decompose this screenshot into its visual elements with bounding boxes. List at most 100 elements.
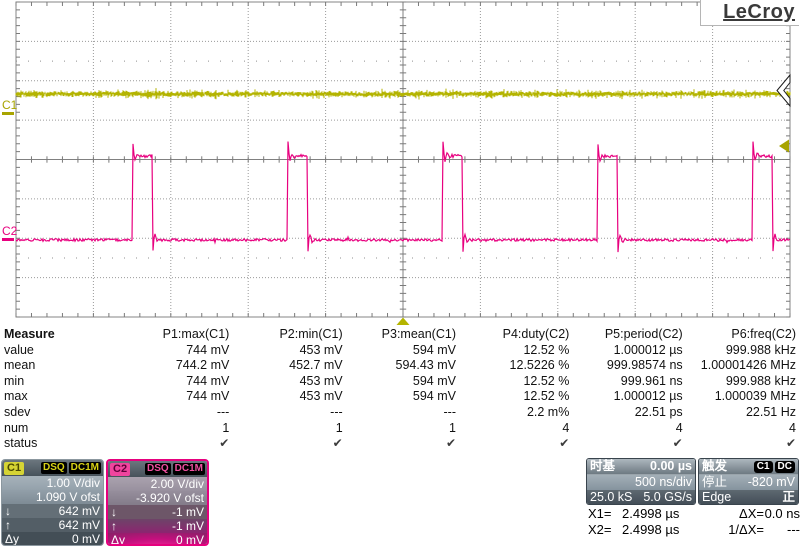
measure-max-p1: 744 mV	[186, 389, 230, 404]
c1-position-marker[interactable]	[2, 112, 14, 115]
graticule	[15, 1, 791, 318]
trigger-mode-row: 停止 -820 mV	[699, 475, 798, 490]
measure-mean-p2: 452.7 mV	[289, 358, 343, 373]
measure-status-p2: ✔	[332, 436, 343, 451]
measure-row-label-status: status	[4, 436, 38, 451]
c1-offset[interactable]: 1.090 V ofst	[2, 490, 103, 504]
timebase-header: 时基 0.00 µs	[587, 459, 695, 475]
measure-mean-p1: 744.2 mV	[175, 358, 230, 373]
measure-mean-p5: 999.98574 ns	[606, 358, 683, 373]
timebase-panel[interactable]: 时基 0.00 µs 500 ns/div 25.0 kS 5.0 GS/s	[586, 458, 696, 505]
measure-mean-p4: 12.5226 %	[509, 358, 570, 373]
measure-max-p4: 12.52 %	[523, 389, 570, 404]
measure-header-p6: P6:freq(C2)	[731, 327, 796, 341]
measure-row-label-min: min	[4, 373, 25, 388]
measure-status-p1: ✔	[219, 436, 230, 451]
channel-c1-badge[interactable]: C1	[4, 461, 25, 475]
measure-row-label-value: value	[4, 342, 34, 357]
trigger-type-row: Edge 正	[699, 490, 798, 504]
up-arrow-icon: ↑	[111, 519, 117, 533]
channel-c2-badge[interactable]: C2	[110, 462, 131, 476]
inv-dx-value: ---	[787, 522, 800, 537]
timebase-delay: 0.00 µs	[650, 459, 692, 473]
measure-min-p6: 999.988 kHz	[725, 373, 796, 388]
measure-num-p2: 1	[335, 420, 343, 435]
c1-volts-per-div[interactable]: 1.00 V/div	[2, 476, 103, 490]
measure-max-p3: 594 mV	[412, 389, 456, 404]
measure-sdev-p5: 22.51 ps	[634, 404, 683, 419]
timebase-sampling-row: 25.0 kS 5.0 GS/s	[587, 490, 695, 504]
measure-status-p3: ✔	[445, 436, 456, 451]
measure-sdev-p6: 22.51 Hz	[745, 404, 796, 419]
x1-value: 2.4998 µs	[622, 506, 680, 521]
measure-num-p4: 4	[562, 420, 570, 435]
trigger-panel[interactable]: 触发 C1 DC 停止 -820 mV Edge 正	[698, 458, 799, 505]
c1-max-readout: ↑ 642 mV	[2, 518, 103, 532]
sample-rate: 5.0 GS/s	[643, 490, 692, 504]
c2-offset[interactable]: -3.920 V ofst	[108, 491, 207, 505]
trigger-position-marker[interactable]	[396, 317, 410, 326]
measure-row-label-mean: mean	[4, 358, 36, 373]
measure-header-p2: P2:min(C1)	[279, 327, 343, 341]
measure-header-p1: P1:max(C1)	[162, 327, 230, 341]
dx-value: 0.0 ns	[764, 506, 800, 521]
trigger-level-marker[interactable]	[779, 139, 789, 153]
c2-min-readout: ↓ -1 mV	[108, 505, 207, 519]
trigger-header: 触发 C1 DC	[699, 459, 798, 475]
measure-sdev-p4: 2.2 m%	[526, 404, 570, 419]
measure-value-p3: 594 mV	[412, 342, 456, 357]
measure-min-p1: 744 mV	[186, 373, 230, 388]
trigger-type: Edge	[702, 490, 732, 504]
c1-trace[interactable]	[15, 88, 791, 100]
trigger-source-badge: C1	[753, 460, 773, 473]
measure-min-p4: 12.52 %	[523, 373, 570, 388]
measure-num-p3: 1	[449, 420, 456, 435]
measure-status-p6: ✔	[785, 436, 796, 451]
measure-num-p6: 4	[789, 420, 796, 435]
channel-c2-header: C2 DSQ DC1M	[108, 461, 207, 477]
measure-row-label-max: max	[4, 389, 28, 404]
down-arrow-icon: ↓	[5, 504, 11, 518]
sample-count: 25.0 kS	[590, 490, 633, 504]
c2-volts-per-div[interactable]: 2.00 V/div	[108, 477, 207, 491]
measure-sdev-p2: ---	[330, 404, 343, 419]
trigger-coupling-badge: DC	[774, 460, 795, 473]
channel-c2-panel[interactable]: C2 DSQ DC1M 2.00 V/div -3.920 V ofst ↓ -…	[106, 459, 209, 546]
c1-delta-y-readout: Δy 0 mV	[2, 532, 103, 546]
delta-y-icon: Δy	[5, 532, 20, 546]
measure-value-p2: 453 mV	[299, 342, 343, 357]
channel-c1-header: C1 DSQ DC1M	[2, 460, 103, 476]
measure-row-label-num: num	[4, 420, 29, 435]
measure-mean-p3: 594.43 mV	[395, 358, 456, 373]
measure-max-p2: 453 mV	[299, 389, 343, 404]
measure-row-label-sdev: sdev	[4, 404, 31, 419]
c1-trace-label[interactable]: C1	[2, 98, 18, 112]
c2-trace-label[interactable]: C2	[2, 224, 18, 238]
time-per-div: 500 ns/div	[635, 475, 692, 489]
measure-max-p5: 1.000012 µs	[613, 389, 683, 404]
measure-title: Measure	[4, 327, 55, 341]
c1-coupling-badge: DC1M	[68, 462, 101, 474]
down-arrow-icon: ↓	[111, 505, 117, 519]
lecroy-logo: LeCroy	[700, 0, 799, 26]
measure-status-p5: ✔	[672, 436, 683, 451]
timebase-tdiv-row[interactable]: 500 ns/div	[587, 475, 695, 490]
measure-value-p1: 744 mV	[186, 342, 230, 357]
c1-offset-marker[interactable]	[776, 73, 791, 108]
timebase-title: 时基	[590, 459, 616, 473]
c2-position-marker[interactable]	[2, 238, 14, 241]
measure-status-p4: ✔	[559, 436, 570, 451]
trigger-slope: 正	[782, 490, 795, 504]
delta-y-icon: Δy	[111, 533, 126, 546]
channel-c1-panel[interactable]: C1 DSQ DC1M 1.00 V/div 1.090 V ofst ↓ 64…	[1, 459, 104, 546]
measure-max-p6: 1.000039 MHz	[714, 389, 796, 404]
measure-value-p6: 999.988 kHz	[725, 342, 796, 357]
up-arrow-icon: ↑	[5, 518, 11, 532]
c2-dsq-badge: DSQ	[144, 463, 171, 475]
c2-trace[interactable]	[15, 141, 791, 253]
measure-header-p4: P4:duty(C2)	[502, 327, 570, 341]
cursor-x2-readout: X2= 2.4998 µs 1/ΔX= ---	[588, 522, 800, 537]
c1-dsq-badge: DSQ	[40, 462, 67, 474]
waveform-display[interactable]: C1 C2	[0, 0, 800, 330]
